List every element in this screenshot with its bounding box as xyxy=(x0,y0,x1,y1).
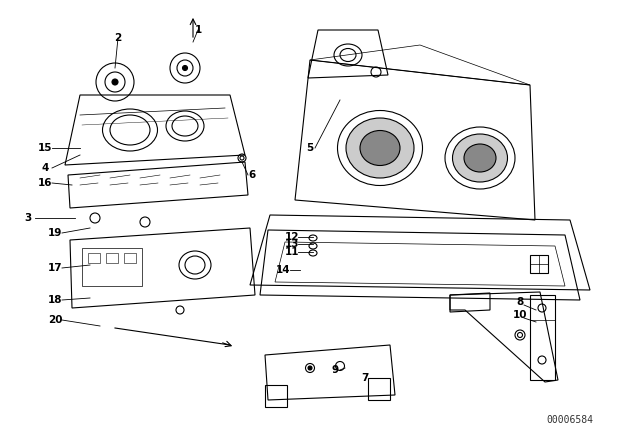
Bar xyxy=(265,385,287,407)
Text: 00006584: 00006584 xyxy=(547,415,593,425)
Ellipse shape xyxy=(182,65,188,70)
Text: 17: 17 xyxy=(48,263,62,273)
Text: 15: 15 xyxy=(38,143,52,153)
Bar xyxy=(82,248,142,286)
Text: 1: 1 xyxy=(195,25,202,35)
Text: 14: 14 xyxy=(276,265,291,275)
Text: 13: 13 xyxy=(285,239,300,249)
Text: 11: 11 xyxy=(285,247,300,257)
Text: 6: 6 xyxy=(248,170,255,180)
Ellipse shape xyxy=(464,144,496,172)
Bar xyxy=(106,253,118,263)
Text: 19: 19 xyxy=(48,228,62,238)
Bar xyxy=(124,253,136,263)
Text: 16: 16 xyxy=(38,178,52,188)
Ellipse shape xyxy=(308,366,312,370)
Ellipse shape xyxy=(112,79,118,85)
Text: 3: 3 xyxy=(24,213,31,223)
Text: 9: 9 xyxy=(332,365,339,375)
Ellipse shape xyxy=(452,134,508,182)
Bar xyxy=(530,255,548,273)
Text: 4: 4 xyxy=(42,163,49,173)
Ellipse shape xyxy=(360,130,400,165)
Text: 20: 20 xyxy=(48,315,62,325)
Bar xyxy=(368,378,390,400)
Text: 5: 5 xyxy=(307,143,314,153)
Text: 8: 8 xyxy=(516,297,524,307)
Text: 18: 18 xyxy=(48,295,62,305)
Ellipse shape xyxy=(346,118,414,178)
Text: 12: 12 xyxy=(285,232,300,242)
Bar xyxy=(88,253,100,263)
Text: 7: 7 xyxy=(362,373,369,383)
Text: 10: 10 xyxy=(513,310,527,320)
Text: 2: 2 xyxy=(115,33,122,43)
